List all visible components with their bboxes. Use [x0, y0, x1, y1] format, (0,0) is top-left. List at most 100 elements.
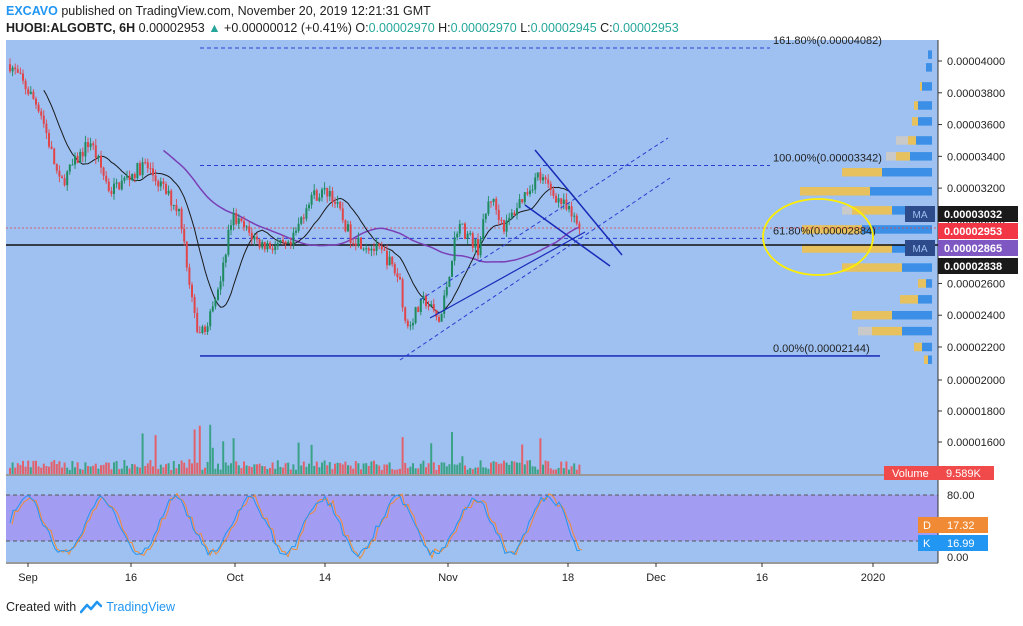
fib-level-label: 61.80%(0.00002884) — [773, 225, 876, 237]
volume-bar — [432, 462, 435, 474]
candle-body — [232, 213, 235, 226]
stoch-k-value: 16.99 — [947, 538, 975, 550]
volume-bar — [367, 465, 370, 474]
volume-bar — [183, 462, 186, 474]
time-tick-label: 2020 — [861, 572, 885, 584]
candle-body — [245, 226, 248, 228]
volume-bar — [401, 437, 404, 474]
price-tick-label: 0.00004000 — [947, 56, 1005, 68]
volume-bar — [133, 464, 136, 474]
fib-level-label: 0.00%(0.00002144) — [773, 343, 870, 355]
fib-level-label: 161.80%(0.00004082) — [773, 35, 882, 47]
vp-bar-up — [896, 152, 910, 161]
vp-bar-up — [852, 310, 892, 320]
volume-bar — [115, 461, 118, 474]
candle-body — [427, 305, 430, 307]
volume-bar — [492, 461, 495, 474]
volume-bar — [409, 466, 412, 474]
candle-body — [68, 164, 71, 172]
symbol-name[interactable]: HUOBI:ALGOBTC, 6H — [6, 21, 136, 35]
volume-bar — [253, 464, 256, 474]
candle-body — [29, 91, 32, 95]
volume-bar — [334, 463, 336, 474]
vp-bar-up — [914, 342, 922, 352]
volume-bar — [297, 442, 300, 474]
candle-body — [495, 198, 498, 210]
candle-body — [48, 133, 50, 147]
candle-body — [45, 123, 48, 134]
volume-bar — [300, 465, 303, 474]
candle-body — [464, 223, 466, 239]
volume-bar — [295, 469, 297, 474]
candle-body — [198, 332, 201, 334]
volume-bar — [245, 465, 248, 474]
vp-bar-down — [870, 187, 932, 196]
volume-bar — [451, 432, 453, 474]
time-tick-label: Oct — [226, 572, 243, 584]
volume-bar — [243, 461, 245, 474]
candle-body — [339, 202, 342, 209]
candle-body — [256, 236, 258, 240]
volume-bar — [172, 461, 175, 474]
volume-bar — [32, 460, 35, 474]
candle-body — [534, 177, 537, 190]
price-labels: 0.00003032 MA 0.00002953 0.00002865 MA 0.0000… — [884, 206, 1018, 551]
candle-body — [146, 162, 149, 169]
candle-body — [118, 182, 121, 190]
volume-bar — [128, 468, 131, 474]
candle-body — [144, 162, 147, 164]
volume-bar — [79, 468, 82, 474]
volume-bar — [256, 464, 258, 474]
volume-bar — [482, 467, 485, 474]
candle-body — [100, 155, 102, 168]
volume-bar — [279, 466, 282, 474]
candle-body — [393, 264, 396, 274]
candle-body — [547, 179, 550, 184]
volume-bar — [575, 469, 578, 474]
candle-body — [53, 148, 56, 165]
candle-body — [282, 239, 284, 242]
open-label: O: — [355, 21, 369, 35]
candle-body — [81, 151, 84, 157]
candle-body — [412, 323, 414, 326]
publisher-name[interactable]: EXCAVO — [6, 4, 58, 18]
candle-body — [477, 239, 479, 256]
candle-body — [128, 175, 131, 181]
volume-bar — [136, 466, 139, 474]
wedge-upper-line — [534, 149, 623, 256]
volume-bar — [19, 464, 22, 474]
last-price: 0.00002953 — [138, 21, 205, 35]
candle-body — [409, 325, 412, 327]
price-label-value: 0.00002953 — [944, 226, 1002, 238]
volume-bar — [341, 464, 344, 474]
volume-bar — [526, 460, 529, 474]
stoch-d-label: D — [923, 520, 931, 532]
volume-bar — [458, 462, 461, 474]
candle-body — [74, 155, 76, 165]
candle-body — [370, 248, 373, 251]
candle-body — [240, 218, 243, 222]
candle-body — [37, 104, 40, 112]
volume-bar — [386, 464, 388, 474]
candle-body — [149, 168, 152, 170]
candle-body — [139, 163, 141, 176]
price-pane[interactable] — [6, 40, 938, 474]
volume-bar — [193, 429, 196, 474]
candle-body — [568, 206, 570, 210]
volume-bar — [315, 461, 318, 474]
volume-bar — [105, 462, 108, 474]
candle-body — [378, 243, 381, 247]
candle-body — [196, 312, 199, 333]
candle-body — [445, 286, 448, 296]
candle-body — [456, 233, 459, 238]
candle-body — [508, 217, 511, 221]
candle-body — [404, 307, 407, 321]
volume-bar — [542, 464, 544, 474]
tradingview-brand[interactable]: TradingView — [106, 600, 175, 614]
candle-body — [19, 72, 22, 74]
vp-bar-up — [924, 355, 928, 364]
candle-body — [224, 254, 227, 263]
volume-bar — [422, 460, 425, 474]
volume-bar — [27, 460, 30, 474]
